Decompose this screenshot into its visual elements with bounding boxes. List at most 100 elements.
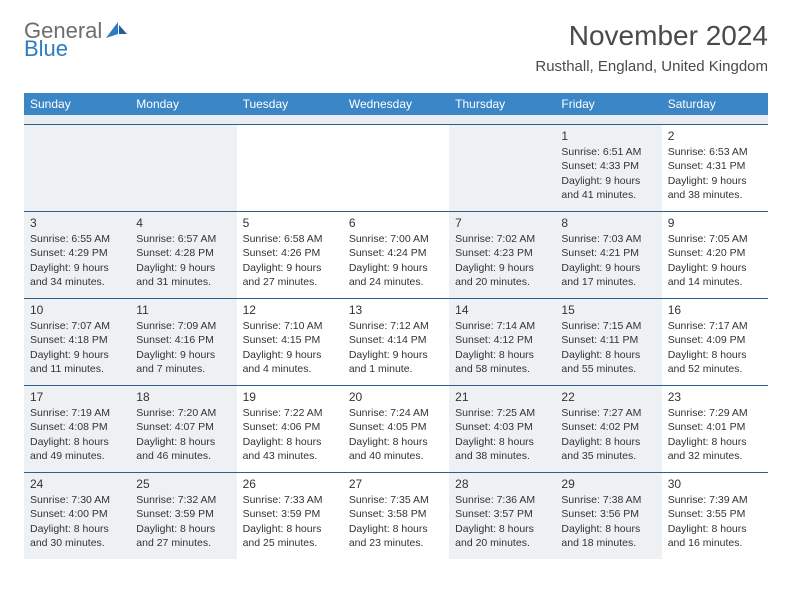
sunset-line: Sunset: 4:24 PM: [349, 246, 443, 260]
day-number: 10: [30, 302, 124, 318]
daylight-line: Daylight: 9 hours and 7 minutes.: [136, 348, 230, 376]
month-title: November 2024: [535, 20, 768, 52]
daylight-line: Daylight: 8 hours and 49 minutes.: [30, 435, 124, 463]
daylight-line: Daylight: 9 hours and 17 minutes.: [561, 261, 655, 289]
day-cell: 21Sunrise: 7:25 AMSunset: 4:03 PMDayligh…: [449, 386, 555, 472]
page-header: General Blue November 2024 Rusthall, Eng…: [24, 20, 768, 75]
sunset-line: Sunset: 4:28 PM: [136, 246, 230, 260]
daylight-line: Daylight: 9 hours and 4 minutes.: [243, 348, 337, 376]
day-headers-row: SundayMondayTuesdayWednesdayThursdayFrid…: [24, 93, 768, 115]
day-number: 29: [561, 476, 655, 492]
sunrise-line: Sunrise: 7:20 AM: [136, 406, 230, 420]
daylight-line: Daylight: 9 hours and 38 minutes.: [668, 174, 762, 202]
day-header: Friday: [555, 93, 661, 115]
sunrise-line: Sunrise: 7:33 AM: [243, 493, 337, 507]
sunset-line: Sunset: 4:07 PM: [136, 420, 230, 434]
day-cell: 23Sunrise: 7:29 AMSunset: 4:01 PMDayligh…: [662, 386, 768, 472]
day-cell: 5Sunrise: 6:58 AMSunset: 4:26 PMDaylight…: [237, 212, 343, 298]
header-spacer: [24, 115, 768, 125]
day-number: 16: [668, 302, 762, 318]
day-number: 1: [561, 128, 655, 144]
day-number: 5: [243, 215, 337, 231]
day-number: 28: [455, 476, 549, 492]
day-cell: 1Sunrise: 6:51 AMSunset: 4:33 PMDaylight…: [555, 125, 661, 211]
sunset-line: Sunset: 3:59 PM: [243, 507, 337, 521]
day-cell: 9Sunrise: 7:05 AMSunset: 4:20 PMDaylight…: [662, 212, 768, 298]
day-header: Monday: [130, 93, 236, 115]
daylight-line: Daylight: 8 hours and 25 minutes.: [243, 522, 337, 550]
day-header: Thursday: [449, 93, 555, 115]
daylight-line: Daylight: 8 hours and 30 minutes.: [30, 522, 124, 550]
week-row: 10Sunrise: 7:07 AMSunset: 4:18 PMDayligh…: [24, 299, 768, 386]
day-number: 21: [455, 389, 549, 405]
sunset-line: Sunset: 4:05 PM: [349, 420, 443, 434]
sunrise-line: Sunrise: 7:10 AM: [243, 319, 337, 333]
day-cell: 26Sunrise: 7:33 AMSunset: 3:59 PMDayligh…: [237, 473, 343, 559]
day-header: Sunday: [24, 93, 130, 115]
sunrise-line: Sunrise: 7:00 AM: [349, 232, 443, 246]
day-cell: 16Sunrise: 7:17 AMSunset: 4:09 PMDayligh…: [662, 299, 768, 385]
sunset-line: Sunset: 4:21 PM: [561, 246, 655, 260]
day-header: Tuesday: [237, 93, 343, 115]
day-number: 19: [243, 389, 337, 405]
logo-word-blue: Blue: [24, 38, 128, 60]
daylight-line: Daylight: 9 hours and 41 minutes.: [561, 174, 655, 202]
day-number: 14: [455, 302, 549, 318]
sunset-line: Sunset: 4:02 PM: [561, 420, 655, 434]
sunset-line: Sunset: 4:08 PM: [30, 420, 124, 434]
daylight-line: Daylight: 8 hours and 23 minutes.: [349, 522, 443, 550]
sunrise-line: Sunrise: 6:55 AM: [30, 232, 124, 246]
day-number: 2: [668, 128, 762, 144]
day-cell: [24, 125, 130, 211]
sunrise-line: Sunrise: 7:30 AM: [30, 493, 124, 507]
sunrise-line: Sunrise: 7:25 AM: [455, 406, 549, 420]
day-cell: 4Sunrise: 6:57 AMSunset: 4:28 PMDaylight…: [130, 212, 236, 298]
daylight-line: Daylight: 9 hours and 1 minute.: [349, 348, 443, 376]
sunset-line: Sunset: 4:20 PM: [668, 246, 762, 260]
day-number: 3: [30, 215, 124, 231]
sunrise-line: Sunrise: 7:05 AM: [668, 232, 762, 246]
title-block: November 2024 Rusthall, England, United …: [535, 20, 768, 75]
day-number: 22: [561, 389, 655, 405]
sunrise-line: Sunrise: 7:19 AM: [30, 406, 124, 420]
sunset-line: Sunset: 4:14 PM: [349, 333, 443, 347]
sunrise-line: Sunrise: 7:27 AM: [561, 406, 655, 420]
day-cell: [449, 125, 555, 211]
day-cell: 3Sunrise: 6:55 AMSunset: 4:29 PMDaylight…: [24, 212, 130, 298]
day-cell: 20Sunrise: 7:24 AMSunset: 4:05 PMDayligh…: [343, 386, 449, 472]
sunset-line: Sunset: 4:18 PM: [30, 333, 124, 347]
day-cell: 14Sunrise: 7:14 AMSunset: 4:12 PMDayligh…: [449, 299, 555, 385]
day-cell: 17Sunrise: 7:19 AMSunset: 4:08 PMDayligh…: [24, 386, 130, 472]
day-cell: 30Sunrise: 7:39 AMSunset: 3:55 PMDayligh…: [662, 473, 768, 559]
day-number: 24: [30, 476, 124, 492]
sunset-line: Sunset: 4:00 PM: [30, 507, 124, 521]
daylight-line: Daylight: 8 hours and 46 minutes.: [136, 435, 230, 463]
day-number: 9: [668, 215, 762, 231]
sunset-line: Sunset: 4:33 PM: [561, 159, 655, 173]
calendar: SundayMondayTuesdayWednesdayThursdayFrid…: [24, 93, 768, 559]
day-number: 15: [561, 302, 655, 318]
daylight-line: Daylight: 8 hours and 32 minutes.: [668, 435, 762, 463]
sunrise-line: Sunrise: 7:02 AM: [455, 232, 549, 246]
day-cell: 15Sunrise: 7:15 AMSunset: 4:11 PMDayligh…: [555, 299, 661, 385]
sunrise-line: Sunrise: 7:09 AM: [136, 319, 230, 333]
logo: General Blue: [24, 20, 128, 60]
daylight-line: Daylight: 8 hours and 16 minutes.: [668, 522, 762, 550]
day-number: 25: [136, 476, 230, 492]
day-cell: 29Sunrise: 7:38 AMSunset: 3:56 PMDayligh…: [555, 473, 661, 559]
day-number: 27: [349, 476, 443, 492]
sunset-line: Sunset: 4:01 PM: [668, 420, 762, 434]
sunset-line: Sunset: 3:55 PM: [668, 507, 762, 521]
day-cell: 19Sunrise: 7:22 AMSunset: 4:06 PMDayligh…: [237, 386, 343, 472]
day-cell: 7Sunrise: 7:02 AMSunset: 4:23 PMDaylight…: [449, 212, 555, 298]
day-number: 18: [136, 389, 230, 405]
day-number: 11: [136, 302, 230, 318]
daylight-line: Daylight: 9 hours and 24 minutes.: [349, 261, 443, 289]
sunset-line: Sunset: 3:57 PM: [455, 507, 549, 521]
daylight-line: Daylight: 8 hours and 38 minutes.: [455, 435, 549, 463]
day-cell: 2Sunrise: 6:53 AMSunset: 4:31 PMDaylight…: [662, 125, 768, 211]
sunrise-line: Sunrise: 7:29 AM: [668, 406, 762, 420]
sunrise-line: Sunrise: 6:53 AM: [668, 145, 762, 159]
day-number: 13: [349, 302, 443, 318]
day-header: Saturday: [662, 93, 768, 115]
